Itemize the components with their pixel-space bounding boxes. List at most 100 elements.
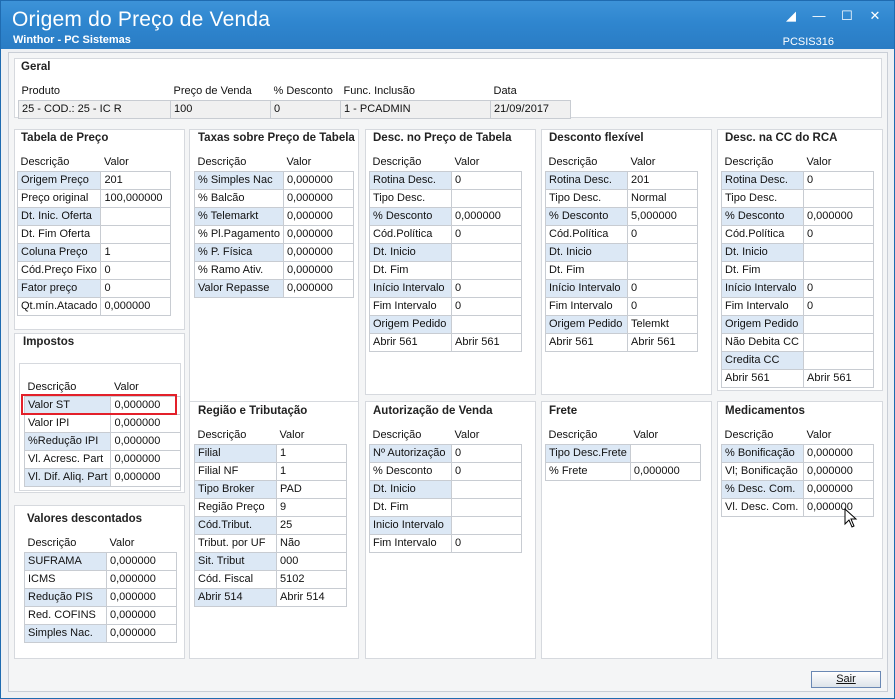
row-value[interactable]: 0,000000 bbox=[110, 413, 182, 433]
table-row[interactable]: Início Intervalo 0 bbox=[721, 278, 874, 298]
table-row[interactable]: % Frete 0,000000 bbox=[545, 461, 701, 481]
row-value[interactable]: 0,000000 bbox=[106, 623, 177, 643]
table-row[interactable]: %Redução IPI 0,000000 bbox=[23, 431, 182, 451]
row-value[interactable]: 0 bbox=[451, 443, 522, 463]
row-value[interactable] bbox=[803, 332, 874, 352]
row-value[interactable]: 0,000000 bbox=[106, 605, 177, 625]
row-value[interactable] bbox=[100, 224, 172, 244]
row-value[interactable] bbox=[803, 260, 874, 280]
row-value[interactable]: 0,000000 bbox=[282, 206, 354, 226]
row-value[interactable]: 0,000000 bbox=[282, 260, 354, 280]
table-row[interactable]: Início Intervalo 0 bbox=[369, 278, 522, 298]
row-value[interactable]: 1 bbox=[276, 443, 347, 463]
row-value[interactable]: 0,000000 bbox=[282, 242, 354, 262]
geral-value-func[interactable]: 1 - PCADMIN bbox=[340, 99, 491, 119]
table-row[interactable]: % Telemarkt 0,000000 bbox=[194, 206, 354, 226]
table-row[interactable]: Tribut. por UF Não bbox=[194, 533, 347, 553]
geral-value-preco[interactable]: 100 bbox=[170, 99, 271, 119]
table-row[interactable]: % Ramo Ativ. 0,000000 bbox=[194, 260, 354, 280]
table-row[interactable]: Cód.Política 0 bbox=[545, 224, 698, 244]
row-value[interactable]: 0,000000 bbox=[451, 206, 522, 226]
row-value[interactable]: 0,000000 bbox=[110, 395, 182, 415]
table-row[interactable]: Fim Intervalo 0 bbox=[369, 533, 522, 553]
row-value[interactable]: Abrir 561 bbox=[803, 368, 874, 388]
row-value[interactable]: Abrir 561 bbox=[451, 332, 522, 352]
table-row[interactable]: Red. COFINS 0,000000 bbox=[24, 605, 177, 625]
table-row[interactable]: Tipo Desc. bbox=[721, 188, 874, 208]
row-value[interactable]: 201 bbox=[627, 170, 698, 190]
row-value[interactable] bbox=[451, 242, 522, 262]
row-value[interactable]: 1 bbox=[276, 461, 347, 481]
table-row[interactable]: Vl; Bonificação 0,000000 bbox=[721, 461, 874, 481]
table-row[interactable]: Origem Pedido bbox=[369, 314, 522, 334]
table-row[interactable]: Vl. Acresc. Part 0,000000 bbox=[23, 449, 182, 469]
row-value[interactable]: 0,000000 bbox=[282, 170, 354, 190]
row-value[interactable]: 5102 bbox=[276, 569, 347, 589]
row-value[interactable]: 201 bbox=[100, 170, 172, 190]
table-row[interactable]: % Balcão 0,000000 bbox=[194, 188, 354, 208]
table-row[interactable]: Dt. Inicio bbox=[369, 242, 522, 262]
table-row[interactable]: Valor IPI 0,000000 bbox=[23, 413, 182, 433]
close-icon[interactable]: ✕ bbox=[869, 8, 881, 23]
row-value[interactable]: 0 bbox=[451, 296, 522, 316]
table-row[interactable]: % P. Física 0,000000 bbox=[194, 242, 354, 262]
row-value[interactable]: Normal bbox=[627, 188, 698, 208]
table-row[interactable]: Cód.Preço Fixo 0 bbox=[16, 260, 172, 280]
row-value[interactable]: 0 bbox=[627, 296, 698, 316]
table-row[interactable]: Coluna Preço 1 bbox=[16, 242, 172, 262]
table-row[interactable]: Sit. Tribut 000 bbox=[194, 551, 347, 571]
sair-button[interactable]: Sair bbox=[811, 671, 881, 688]
table-row[interactable]: Cód.Política 0 bbox=[369, 224, 522, 244]
row-value[interactable]: 0 bbox=[100, 278, 172, 298]
table-row[interactable]: Tipo Desc.Frete bbox=[545, 443, 701, 463]
row-value[interactable]: 0,000000 bbox=[282, 278, 354, 298]
row-value[interactable]: Abrir 561 bbox=[627, 332, 698, 352]
row-value[interactable]: 0,000000 bbox=[803, 479, 874, 499]
row-value[interactable] bbox=[100, 206, 172, 226]
row-value[interactable]: 0,000000 bbox=[803, 497, 874, 517]
row-value[interactable] bbox=[627, 242, 698, 262]
row-value[interactable]: 0 bbox=[803, 278, 874, 298]
row-value[interactable]: 0,000000 bbox=[110, 467, 182, 487]
table-row[interactable]: Dt. Inicio bbox=[545, 242, 698, 262]
row-value[interactable] bbox=[451, 515, 522, 535]
table-row[interactable]: Fator preço 0 bbox=[16, 278, 172, 298]
row-value[interactable]: 000 bbox=[276, 551, 347, 571]
table-row[interactable]: Abrir 514 Abrir 514 bbox=[194, 587, 347, 607]
row-value[interactable]: 0,000000 bbox=[100, 296, 172, 316]
row-value[interactable]: 0 bbox=[627, 224, 698, 244]
table-row[interactable]: Preço original 100,000000 bbox=[16, 188, 172, 208]
row-value[interactable]: 0 bbox=[451, 533, 522, 553]
table-row[interactable]: Região Preço 9 bbox=[194, 497, 347, 517]
table-row[interactable]: Vl. Dif. Aliq. Part 0,000000 bbox=[23, 467, 182, 487]
row-value[interactable]: 0,000000 bbox=[110, 449, 182, 469]
table-row[interactable]: Dt. Fim Oferta bbox=[16, 224, 172, 244]
table-row[interactable]: Fim Intervalo 0 bbox=[721, 296, 874, 316]
table-row[interactable]: Filial 1 bbox=[194, 443, 347, 463]
row-value[interactable]: 9 bbox=[276, 497, 347, 517]
geral-value-produto[interactable]: 25 - COD.: 25 - IC R bbox=[18, 99, 171, 119]
table-row[interactable]: Vl. Desc. Com. 0,000000 bbox=[721, 497, 874, 517]
geral-value-desconto[interactable]: 0 bbox=[270, 99, 341, 119]
table-row[interactable]: Cód.Política 0 bbox=[721, 224, 874, 244]
row-value[interactable]: Não bbox=[276, 533, 347, 553]
table-row[interactable]: Cód.Tribut. 25 bbox=[194, 515, 347, 535]
table-row[interactable]: Simples Nac. 0,000000 bbox=[24, 623, 177, 643]
table-row[interactable]: Dt. Inicio bbox=[721, 242, 874, 262]
row-value[interactable]: 0,000000 bbox=[282, 224, 354, 244]
row-value[interactable]: 0 bbox=[451, 461, 522, 481]
row-value[interactable] bbox=[803, 242, 874, 262]
row-value[interactable]: 0 bbox=[803, 224, 874, 244]
table-row[interactable]: % Bonificação 0,000000 bbox=[721, 443, 874, 463]
table-row[interactable]: Dt. Fim bbox=[545, 260, 698, 280]
table-row[interactable]: Credita CC bbox=[721, 350, 874, 370]
table-row[interactable]: Qt.mín.Atacado 0,000000 bbox=[16, 296, 172, 316]
row-value[interactable] bbox=[627, 260, 698, 280]
row-value[interactable] bbox=[803, 314, 874, 334]
minimize-icon[interactable]: — bbox=[812, 8, 826, 23]
row-value[interactable] bbox=[451, 260, 522, 280]
row-value[interactable]: 0 bbox=[451, 224, 522, 244]
table-row[interactable]: Tipo Desc. bbox=[369, 188, 522, 208]
table-row[interactable]: Abrir 561 Abrir 561 bbox=[369, 332, 522, 352]
table-row[interactable]: Rotina Desc. 0 bbox=[369, 170, 522, 190]
